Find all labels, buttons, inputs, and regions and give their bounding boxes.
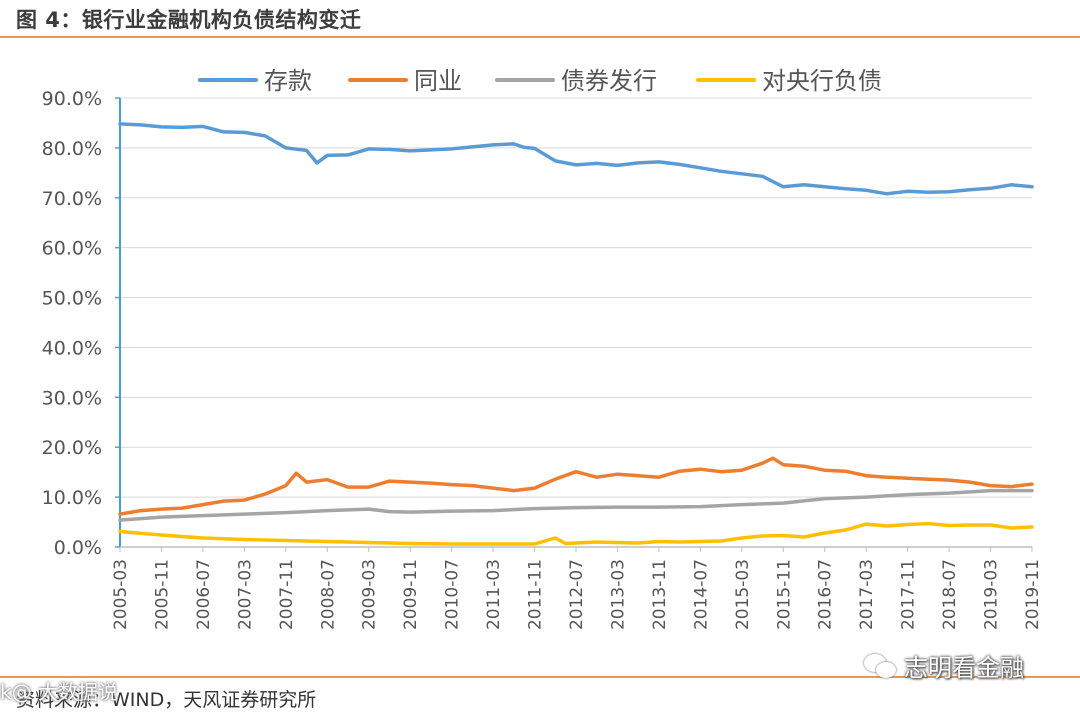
x-tick-label: 2008-07 [318, 559, 338, 630]
x-tick-label: 2009-03 [360, 559, 380, 630]
x-tick-label: 2014-07 [691, 559, 711, 630]
series-line-1 [118, 456, 1034, 516]
y-tick-label: 60.0% [42, 238, 102, 260]
x-tick-label: 2010-07 [443, 559, 463, 630]
series-line-2 [118, 488, 1034, 522]
y-tick-label: 40.0% [42, 337, 102, 359]
x-tick-label: 2011-11 [526, 559, 546, 630]
x-tick-label: 2017-11 [899, 559, 919, 630]
y-tick-label: 70.0% [42, 188, 102, 210]
series-line-3 [118, 521, 1034, 546]
y-tick-label: 90.0% [42, 88, 102, 110]
top-divider [0, 36, 1080, 38]
x-tick-label: 2018-07 [940, 559, 960, 630]
x-tick-label: 2013-03 [608, 559, 628, 630]
y-tick-label: 0.0% [54, 537, 102, 559]
watermark: 志明看金融 [864, 648, 1024, 683]
x-tick-label: 2006-07 [194, 559, 214, 630]
x-tick-label: 2009-11 [401, 559, 421, 630]
legend-label-0: 存款 [264, 67, 312, 95]
y-tick-label: 80.0% [42, 138, 102, 160]
x-tick-label: 2005-11 [152, 559, 172, 630]
figure-title: 图 4：银行业金融机构负债结构变迁 [16, 8, 362, 32]
x-tick-label: 2016-07 [816, 559, 836, 630]
x-tick-label: 2011-03 [484, 559, 504, 630]
x-tick-label: 2012-07 [567, 559, 587, 630]
x-tick-label: 2019-11 [1023, 559, 1043, 630]
y-tick-label: 10.0% [42, 487, 102, 509]
corner-watermark: k@ 大数据说 [0, 680, 118, 704]
x-tick-label: 2007-11 [277, 559, 297, 630]
y-tick-label: 30.0% [42, 387, 102, 409]
wechat-icon [864, 652, 898, 680]
legend-label-2: 债券发行 [561, 67, 657, 95]
series-line-0 [118, 122, 1034, 196]
legend-label-1: 同业 [414, 67, 462, 95]
bottom-divider [0, 676, 1080, 678]
x-tick-label: 2005-03 [111, 559, 131, 630]
y-tick-label: 50.0% [42, 288, 102, 310]
watermark-text: 志明看金融 [904, 654, 1024, 682]
line-chart: 0.0% 10.0% 20.0% 30.0% 40.0% 50.0% 60.0% 70.0% 8… [42, 67, 1043, 630]
x-tick-label: 2019-03 [982, 559, 1002, 630]
y-tick-label: 20.0% [42, 437, 102, 459]
x-tick-label: 2007-03 [235, 559, 255, 630]
x-tick-label: 2015-03 [733, 559, 753, 630]
x-tick-label: 2013-11 [650, 559, 670, 630]
legend-label-3: 对央行负债 [762, 67, 882, 95]
x-tick-label: 2017-03 [857, 559, 877, 630]
x-tick-label: 2015-11 [774, 559, 794, 630]
source-note: 资料来源：WIND，天风证券研究所 [16, 689, 317, 711]
